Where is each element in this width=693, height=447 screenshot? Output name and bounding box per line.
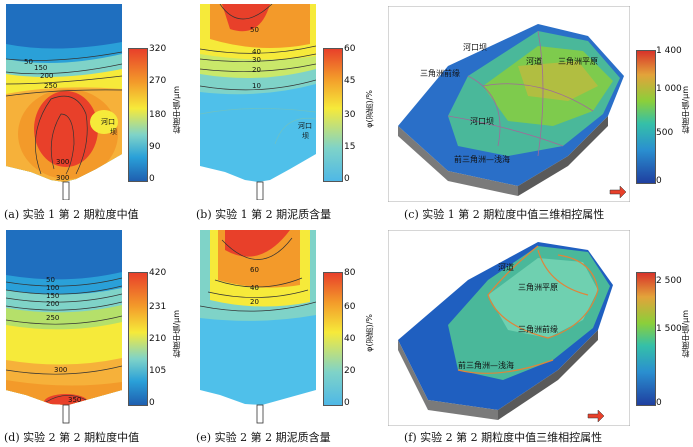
contour-label: 30 [252,56,261,64]
colorbar-tick: 2 500 [656,276,682,286]
colorbar-a [128,48,148,182]
grain-size-map-d: 50 100 150 200 250 300 350 [6,230,122,424]
contour-label: 40 [252,48,261,56]
colorbar-tick: 1 500 [656,324,682,334]
contour-label: 200 [40,72,53,80]
colorbar-tick: 1 000 [656,84,682,94]
contour-label: 10 [252,82,261,90]
facies-label: 前三角洲—浅海 [454,154,510,164]
colorbar-b [323,48,343,182]
contour-label: 300 [56,174,69,182]
contour-label: 250 [44,82,57,90]
colorbar-title: 粒度中值/μm [681,86,690,134]
map-label: 坝 [110,127,117,136]
caption-a: (a) 实验 1 第 2 期粒度中值 [4,208,139,221]
mud-content-map-e: 60 40 20 [200,230,316,424]
contour-label: 50 [46,276,55,284]
contour-label: 350 [68,396,81,404]
colorbar-tick: 420 [149,268,167,278]
colorbar-tick: 0 [149,174,155,184]
contour-label: 150 [34,64,47,72]
colorbar-title: φ(泥质)/% [365,314,374,352]
colorbar-title: 粒度中值/μm [172,310,181,358]
colorbar-tick: 0 [149,398,155,408]
north-arrow-icon [609,185,627,199]
colorbar-tick: 105 [149,366,167,376]
colorbar-tick: 60 [344,302,356,312]
map-label: 坝 [302,131,309,140]
caption-e: (e) 实验 2 第 2 期泥质含量 [196,431,331,444]
colorbar-tick: 45 [344,76,356,86]
facies-3d-model-f: 河道 三角洲平原 三角洲前缘 前三角洲—浅海 [388,230,630,426]
contour-label: 200 [46,300,59,308]
colorbar-tick: 0 [344,174,350,184]
contour-label: 250 [46,314,59,322]
facies-label: 河道 [526,56,542,66]
facies-3d-model-c: 河口坝 河道 三角洲平原 三角洲前缘 河口坝 前三角洲—浅海 [388,6,630,202]
colorbar-d [128,272,148,406]
colorbar-tick: 20 [344,366,356,376]
colorbar-tick: 40 [344,334,356,344]
contour-label: 50 [24,58,33,66]
north-arrow-icon [587,409,605,423]
caption-f: (f) 实验 2 第 2 期粒度中值三维相控属性 [404,431,603,444]
colorbar-title: 粒度中值/μm [172,86,181,134]
contour-label: 20 [252,66,261,74]
colorbar-tick: 60 [344,44,356,54]
colorbar-f [636,272,656,406]
colorbar-tick: 15 [344,142,356,152]
colorbar-tick: 500 [656,128,674,138]
facies-label: 河口坝 [470,116,494,126]
colorbar-tick: 30 [344,110,356,120]
colorbar-tick: 210 [149,334,167,344]
facies-label: 河道 [498,262,514,272]
colorbar-tick: 0 [344,398,350,408]
contour-label: 300 [56,158,69,166]
colorbar-title: φ(泥质)/% [365,90,374,128]
colorbar-tick: 320 [149,44,167,54]
facies-label: 三角洲前缘 [518,324,558,334]
contour-label: 60 [250,266,259,274]
colorbar-tick: 180 [149,110,167,120]
caption-c: (c) 实验 1 第 2 期粒度中值三维相控属性 [404,208,605,221]
mud-content-map-b: 50 40 30 20 10 河口 坝 [200,4,316,200]
colorbar-tick: 0 [656,176,662,186]
facies-label: 三角洲前缘 [420,68,460,78]
colorbar-tick: 80 [344,268,356,278]
facies-label: 三角洲平原 [558,56,598,66]
colorbar-tick: 90 [149,142,161,152]
contour-label: 50 [250,26,259,34]
contour-label: 100 [46,284,59,292]
colorbar-e [323,272,343,406]
facies-label: 前三角洲—浅海 [458,360,514,370]
map-label: 河口 [101,118,115,126]
grain-size-map-a: 50 150 200 250 300 300 河口 坝 [6,4,122,200]
facies-label: 河口坝 [463,42,487,52]
caption-b: (b) 实验 1 第 2 期泥质含量 [196,208,332,221]
map-label: 河口 [298,122,312,130]
contour-label: 20 [250,298,259,306]
contour-label: 300 [54,366,67,374]
contour-label: 150 [46,292,59,300]
colorbar-tick: 270 [149,76,167,86]
caption-d: (d) 实验 2 第 2 期粒度中值 [4,431,140,444]
colorbar-tick: 1 400 [656,46,682,56]
contour-label: 40 [250,284,259,292]
colorbar-c [636,50,656,184]
facies-label: 三角洲平原 [518,282,558,292]
colorbar-tick: 231 [149,302,167,312]
colorbar-title: 粒度中值/μm [681,310,690,358]
colorbar-tick: 0 [656,398,662,408]
